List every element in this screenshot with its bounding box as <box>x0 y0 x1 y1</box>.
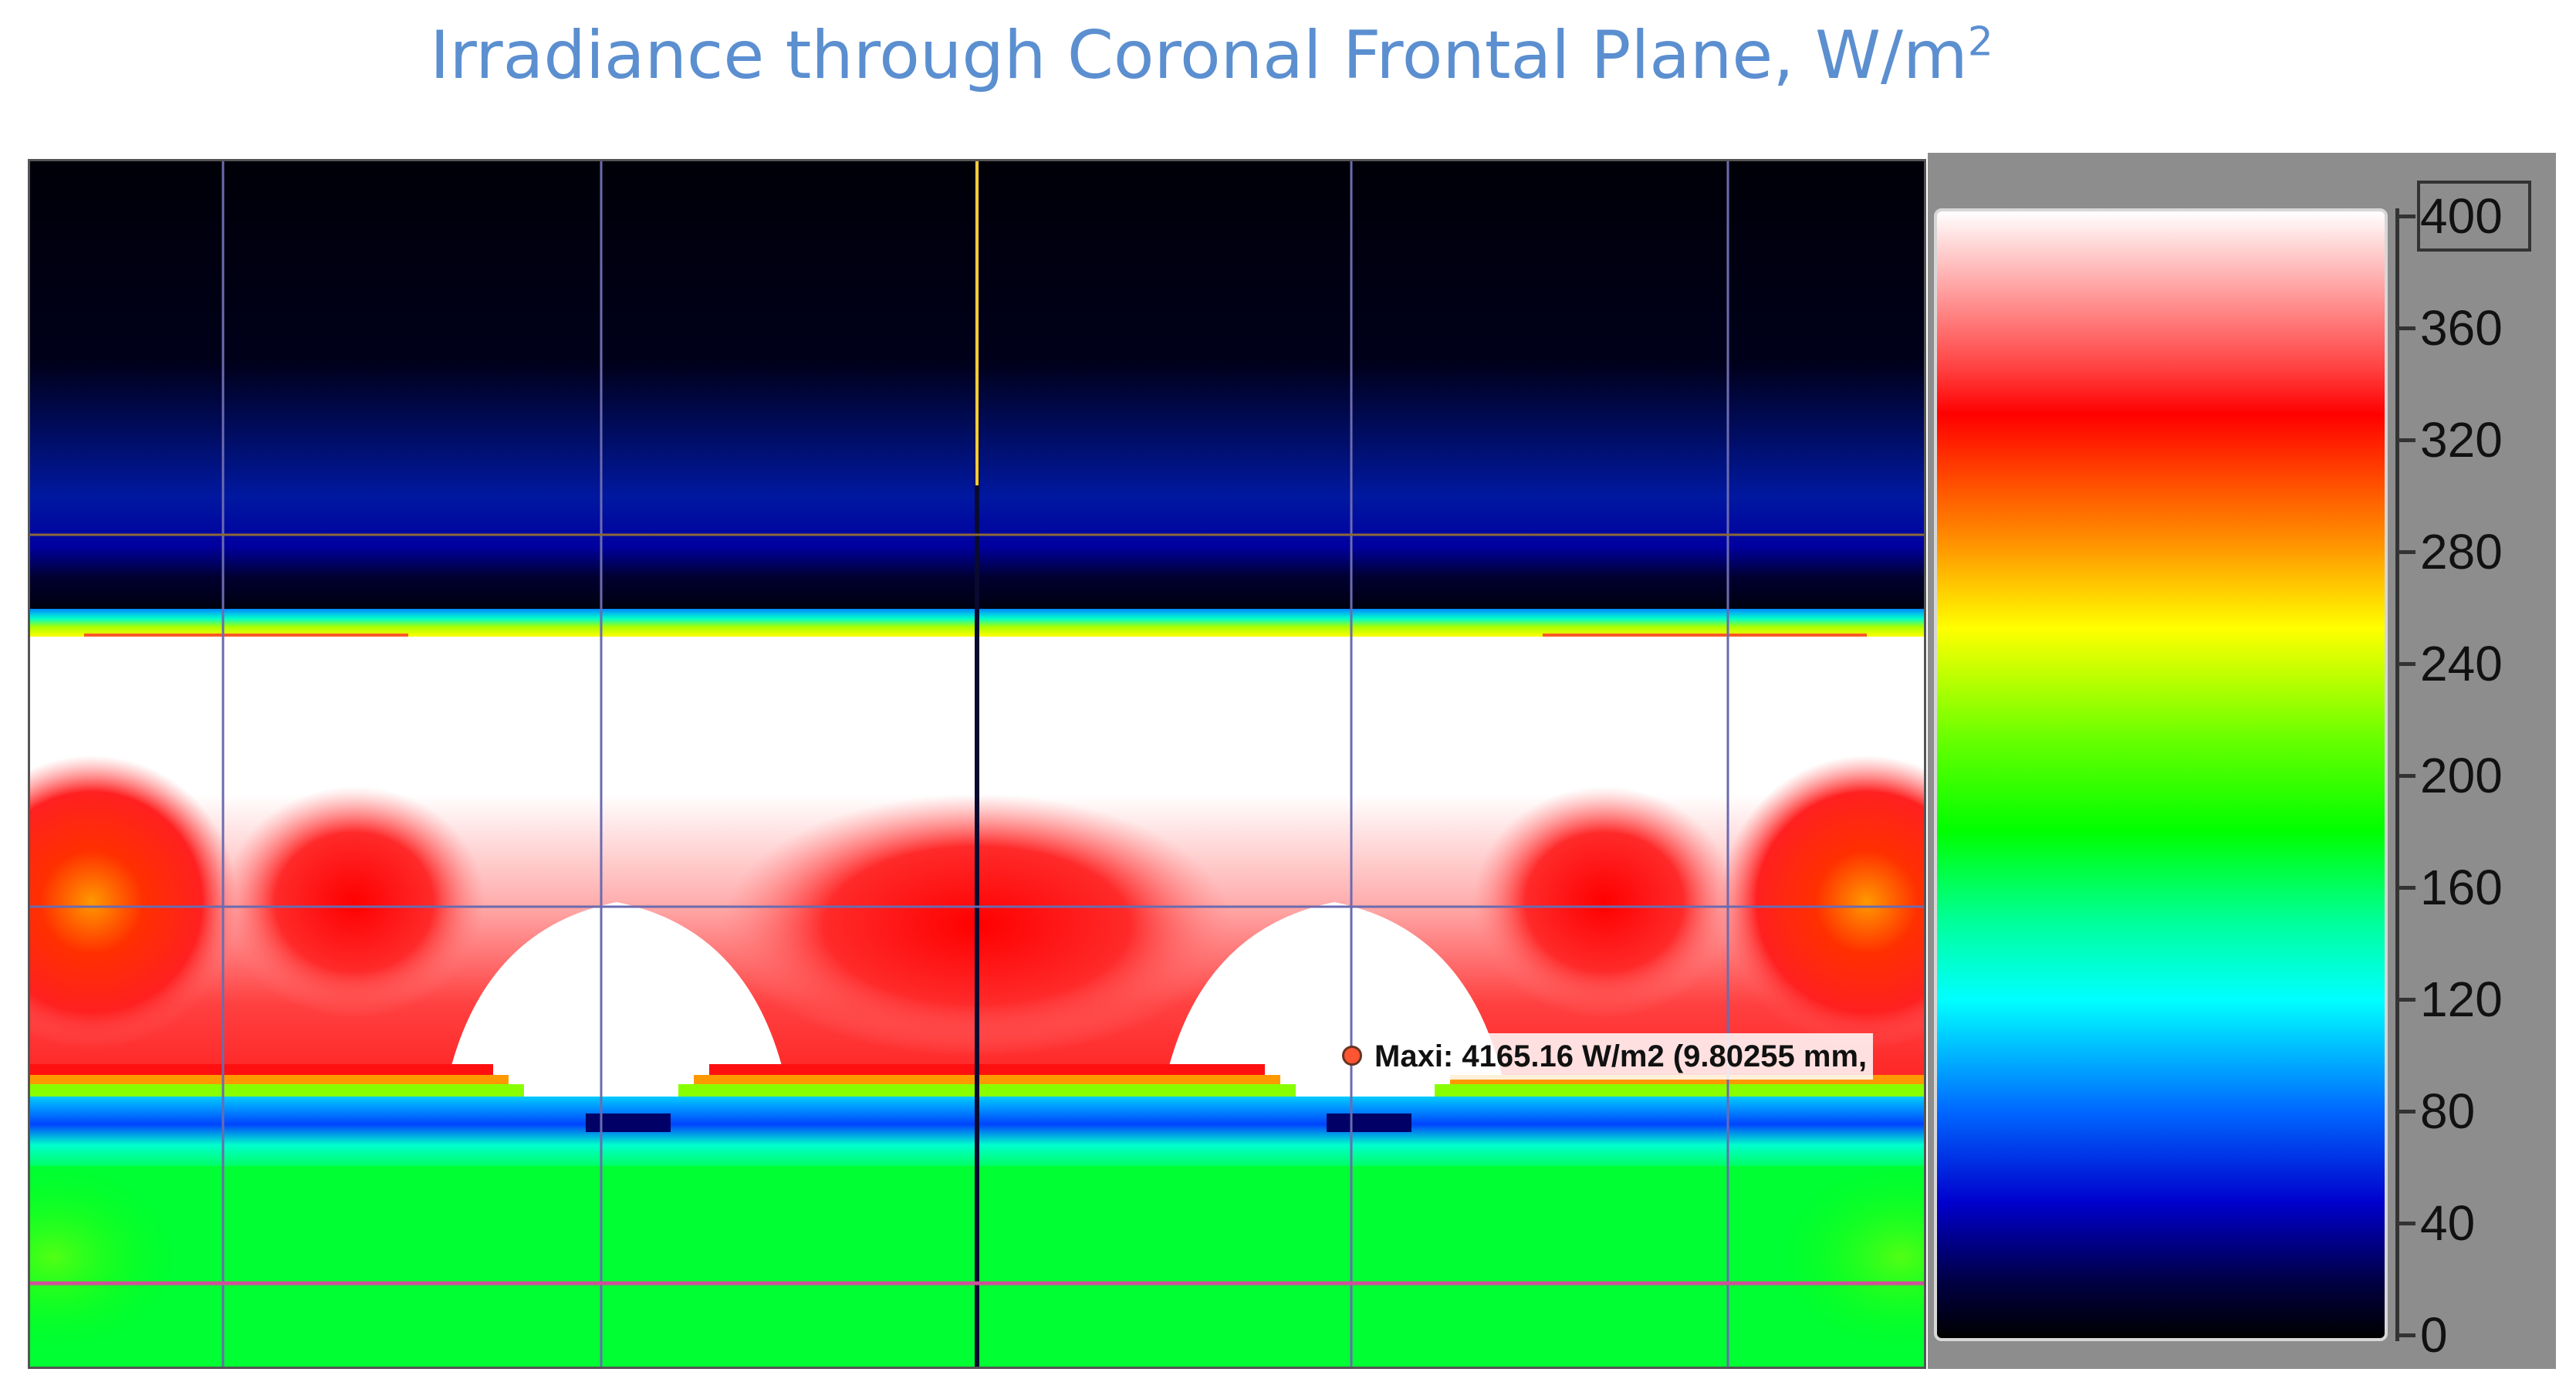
colorbar-tick-label: 160 <box>2420 860 2503 915</box>
colorbar-tick <box>2395 1110 2415 1114</box>
colorbar-tick <box>2395 550 2415 554</box>
colorbar-tick-label: 200 <box>2420 748 2503 803</box>
colorbar-tick <box>2395 438 2415 442</box>
colorbar-tick-label: 400 <box>2420 188 2503 244</box>
colorbar-tick <box>2395 886 2415 890</box>
colorbar-tick-label: 80 <box>2420 1083 2476 1139</box>
colorbar-tick-label: 240 <box>2420 636 2503 691</box>
title-text: Irradiance through Coronal Frontal Plane… <box>430 17 1968 94</box>
colorbar-tick-label: 120 <box>2420 972 2503 1027</box>
colorbar-tick <box>2395 1333 2415 1337</box>
colorbar-tick <box>2395 215 2415 218</box>
colorbar-tick <box>2395 774 2415 778</box>
colorbar-gradient <box>1934 208 2388 1341</box>
chart-title: Irradiance through Coronal Frontal Plane… <box>0 17 2423 94</box>
irradiance-map[interactable]: Maxi: 4165.16 W/m2 (9.80255 mm, <box>28 159 1926 1369</box>
max-annotation-text: Maxi: 4165.16 W/m2 (9.80255 mm, <box>1374 1039 1868 1073</box>
grid-lines <box>30 161 1924 1367</box>
max-annotation-label: Maxi: 4165.16 W/m2 (9.80255 mm, <box>1368 1033 1874 1080</box>
colorbar-panel: 400 360 320 280 240 200 160 120 80 40 0 <box>1928 153 2556 1369</box>
irradiance-map-svg <box>30 161 1924 1367</box>
colorbar-tick-label: 360 <box>2420 300 2503 356</box>
colorbar-tick-label: 40 <box>2420 1195 2476 1251</box>
colorbar-tick <box>2395 1222 2415 1225</box>
colorbar-tick-label: 0 <box>2420 1307 2448 1363</box>
colorbar-max-box <box>2417 181 2531 252</box>
colorbar-tick-label: 280 <box>2420 524 2503 580</box>
colorbar-tick <box>2395 326 2415 330</box>
max-marker-icon[interactable] <box>1342 1046 1362 1066</box>
colorbar-tick <box>2395 662 2415 666</box>
colorbar-tick-label: 320 <box>2420 412 2503 468</box>
title-superscript: 2 <box>1967 19 1993 66</box>
colorbar-tick <box>2395 998 2415 1002</box>
